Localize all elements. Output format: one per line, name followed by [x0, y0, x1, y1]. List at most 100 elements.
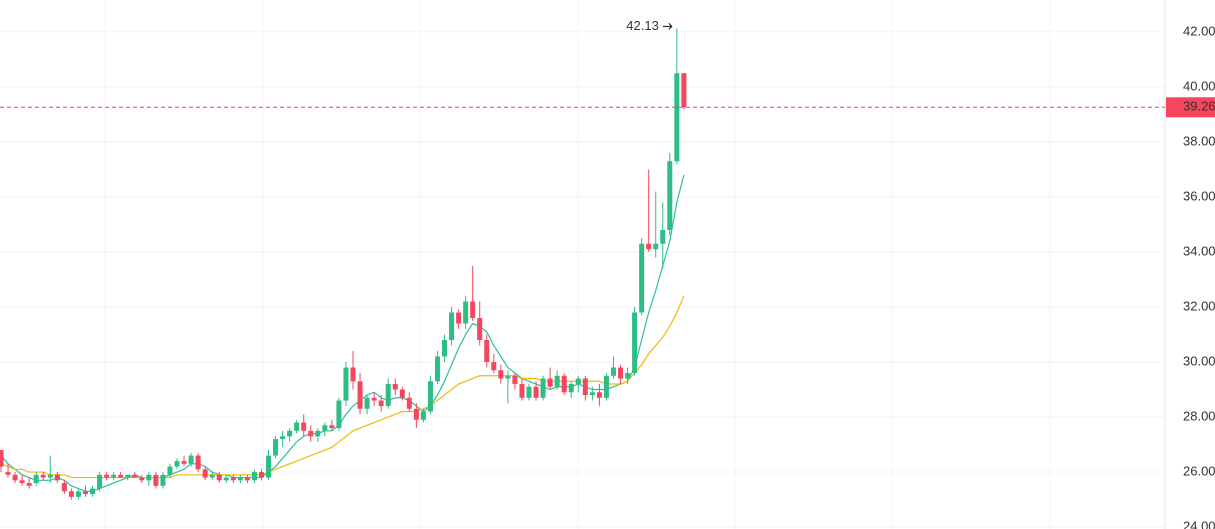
- candle-body: [406, 397, 412, 409]
- candle-body: [160, 474, 166, 486]
- candle-body: [5, 472, 11, 475]
- candle-body: [554, 375, 560, 387]
- candle-body: [244, 477, 250, 481]
- candle-body: [90, 488, 96, 495]
- candle-body: [547, 378, 553, 387]
- y-tick-label: 28.00: [1183, 408, 1215, 423]
- candle-body: [498, 370, 504, 379]
- candle-body: [350, 367, 356, 382]
- candle-body: [209, 474, 215, 478]
- candle-body: [442, 340, 448, 357]
- last-price-label: 39.26: [1183, 99, 1215, 114]
- y-tick-label: 38.00: [1183, 133, 1215, 148]
- candle-body: [230, 477, 236, 481]
- candle-body: [266, 455, 272, 478]
- candle-body: [146, 474, 152, 481]
- candle-body: [484, 340, 490, 363]
- candle-body: [413, 408, 419, 420]
- candle-body: [568, 384, 574, 393]
- candle-body: [371, 397, 377, 401]
- candle-body: [385, 384, 391, 407]
- candle-body: [463, 301, 469, 324]
- candle-body: [0, 450, 4, 467]
- candle-body: [639, 243, 645, 313]
- candle-body: [251, 472, 257, 481]
- candle-body: [434, 356, 440, 382]
- candle-body: [519, 384, 525, 398]
- candle-body: [40, 474, 46, 478]
- candle-body: [603, 375, 609, 398]
- candle-body: [153, 474, 159, 486]
- candle-body: [329, 425, 335, 429]
- candle-body: [61, 483, 67, 492]
- y-tick-label: 26.00: [1183, 463, 1215, 478]
- candle-body: [392, 384, 398, 390]
- y-tick-label: 24.00: [1183, 519, 1215, 529]
- candle-body: [280, 436, 286, 440]
- last-price-tag: [1166, 97, 1215, 118]
- candle-body: [618, 367, 624, 379]
- candle-body: [674, 73, 680, 162]
- candle-body: [47, 474, 53, 478]
- candle-body: [258, 472, 264, 478]
- candle-body: [111, 474, 117, 478]
- candle-body: [420, 411, 426, 420]
- y-tick-label: 34.00: [1183, 243, 1215, 258]
- candle-body: [667, 161, 673, 230]
- candle-body: [273, 439, 279, 456]
- candle-body: [660, 229, 666, 244]
- candle-body: [33, 474, 39, 484]
- high-annotation: 42.13: [626, 18, 659, 33]
- candle-body: [653, 243, 659, 250]
- candle-body: [646, 243, 652, 250]
- candle-body: [427, 381, 433, 412]
- candle-body: [632, 312, 638, 374]
- candle-body: [26, 483, 32, 486]
- y-tick-label: 36.00: [1183, 188, 1215, 203]
- candle-body: [82, 491, 88, 495]
- candle-body: [54, 474, 60, 481]
- candle-body: [308, 430, 314, 437]
- candle-body: [540, 378, 546, 398]
- candle-body: [195, 455, 201, 470]
- candle-body: [237, 477, 243, 481]
- candle-body: [526, 386, 532, 398]
- candle-body: [97, 474, 103, 489]
- candle-body: [315, 430, 321, 437]
- candle-body: [287, 430, 293, 437]
- candle-body: [301, 422, 307, 431]
- candle-body: [610, 367, 616, 376]
- candle-body: [174, 461, 180, 467]
- candle-body: [125, 474, 131, 478]
- candle-body: [575, 378, 581, 385]
- candle-body: [294, 422, 300, 431]
- candle-body: [364, 397, 370, 409]
- high-arrow: [662, 22, 673, 30]
- candle-body: [181, 461, 187, 464]
- candle-body: [132, 474, 138, 478]
- candle-body: [625, 373, 631, 379]
- candle-body: [19, 480, 25, 484]
- candle-body: [216, 474, 222, 481]
- candle-body: [596, 392, 602, 398]
- candle-body: [343, 367, 349, 401]
- candle-body: [477, 318, 483, 341]
- candle-body: [561, 375, 567, 393]
- candle-body: [533, 386, 539, 398]
- y-tick-label: 42.00: [1183, 23, 1215, 38]
- candle-body: [505, 375, 511, 379]
- candle-body: [399, 389, 405, 398]
- candle-body: [681, 73, 687, 108]
- candle-body: [12, 474, 18, 481]
- candle-body: [470, 301, 476, 319]
- candle-body: [378, 400, 384, 407]
- candle-body: [223, 477, 229, 481]
- candle-body: [456, 312, 462, 324]
- candle-body: [68, 491, 74, 497]
- candle-body: [512, 375, 518, 385]
- candle-body: [104, 474, 110, 478]
- candle-body: [139, 477, 145, 481]
- candle-body: [188, 455, 194, 464]
- candle-body: [322, 425, 328, 431]
